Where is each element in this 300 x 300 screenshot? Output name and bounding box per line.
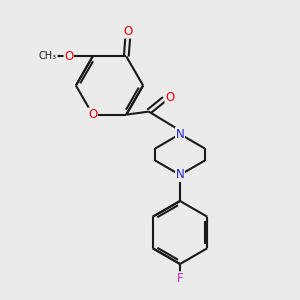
Text: F: F: [177, 272, 183, 285]
Text: O: O: [64, 50, 73, 63]
Text: O: O: [88, 108, 97, 121]
Text: N: N: [176, 168, 184, 182]
Text: CH₃: CH₃: [39, 51, 57, 61]
Text: O: O: [165, 91, 174, 104]
Text: O: O: [123, 25, 132, 38]
Text: N: N: [176, 128, 184, 141]
